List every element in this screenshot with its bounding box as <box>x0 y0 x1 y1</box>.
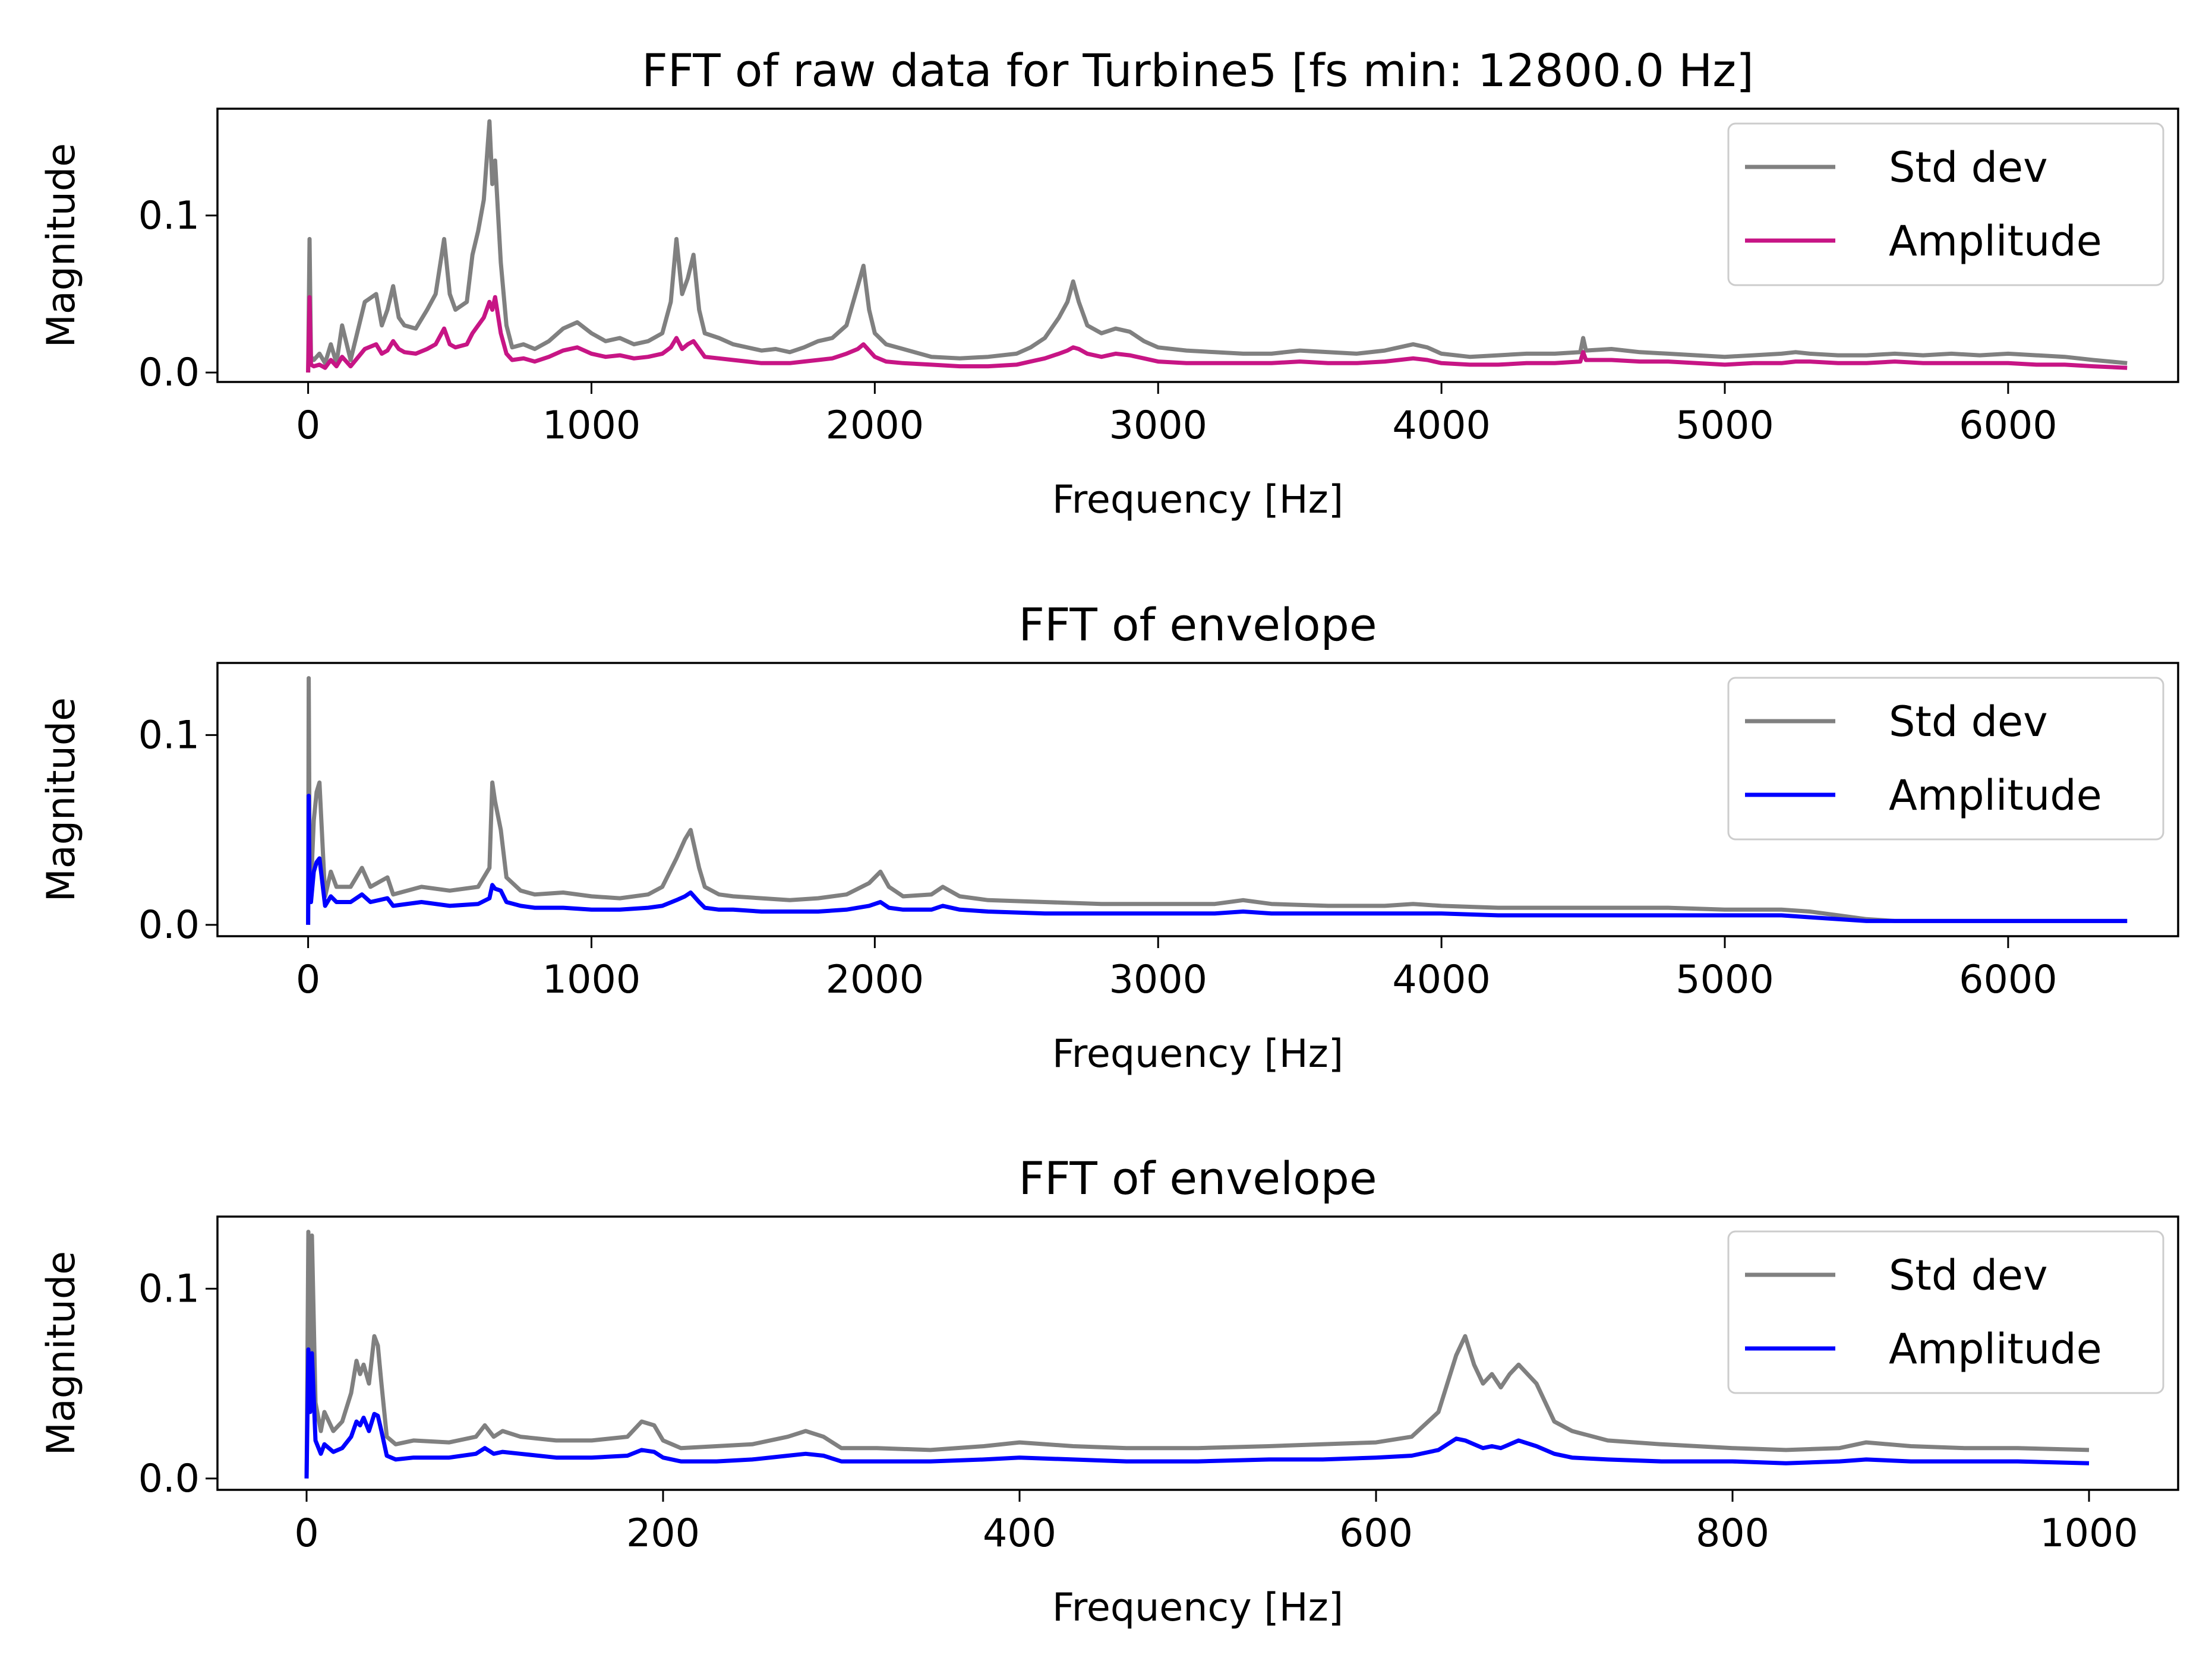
y-axis-label: Magnitude <box>39 697 84 902</box>
legend: Std dev Amplitude <box>1727 122 2164 286</box>
x-tick-label: 400 <box>983 1511 1056 1556</box>
series-line-std-dev <box>306 119 2128 373</box>
x-tick-label: 200 <box>626 1511 700 1556</box>
series-line-amplitude <box>306 295 2128 373</box>
series-line-std-dev <box>304 1230 2090 1479</box>
legend-label: Amplitude <box>1889 771 2102 820</box>
legend-box <box>1727 677 2164 841</box>
legend: Std dev Amplitude <box>1727 677 2164 841</box>
x-tick-label: 1000 <box>542 958 640 1002</box>
x-tick-label: 3000 <box>1109 403 1207 448</box>
x-tick-label: 800 <box>1696 1511 1769 1556</box>
panel-2: FFT of envelope 0 1000 2000 3000 4000 5000 6000… <box>39 598 2179 1076</box>
legend-label: Std dev <box>1889 1251 2048 1300</box>
chart-title: FFT of envelope <box>1018 598 1377 651</box>
y-axis-label: Magnitude <box>39 143 84 348</box>
y-tick-label: 0.0 <box>138 350 200 395</box>
x-axis-label: Frequency [Hz] <box>1052 1585 1343 1630</box>
x-tick-label: 0 <box>296 403 320 448</box>
y-tick-label: 0.1 <box>138 1266 200 1311</box>
x-tick-label: 6000 <box>1959 403 2057 448</box>
axes-frame <box>216 108 2179 383</box>
legend-box <box>1727 1230 2164 1394</box>
axes-frame <box>216 1215 2179 1491</box>
x-tick-label: 2000 <box>826 403 924 448</box>
x-tick-label: 0 <box>294 1511 318 1556</box>
panel-1: FFT of raw data for Turbine5 [fs min: 12… <box>39 44 2179 522</box>
y-tick-label: 0.1 <box>138 713 200 757</box>
legend-label: Amplitude <box>1889 217 2102 266</box>
x-tick-label: 5000 <box>1675 958 1774 1002</box>
axes-frame <box>216 662 2179 937</box>
series-group <box>304 1230 2090 1479</box>
x-tick-label: 1000 <box>542 403 640 448</box>
legend-label: Amplitude <box>1889 1325 2102 1373</box>
x-tick-label: 4000 <box>1392 958 1490 1002</box>
chart-title: FFT of raw data for Turbine5 [fs min: 12… <box>642 44 1754 97</box>
x-tick-label: 6000 <box>1959 958 2057 1002</box>
legend-box <box>1727 122 2164 286</box>
y-tick-label: 0.1 <box>138 194 200 238</box>
x-tick-label: 4000 <box>1392 403 1490 448</box>
x-tick-label: 3000 <box>1109 958 1207 1002</box>
y-tick-label: 0.0 <box>138 903 200 947</box>
legend-label: Std dev <box>1889 143 2048 192</box>
x-tick-label: 5000 <box>1675 403 1774 448</box>
x-tick-label: 600 <box>1339 1511 1413 1556</box>
legend-label: Std dev <box>1889 697 2048 746</box>
series-line-amplitude <box>304 1347 2090 1479</box>
x-axis-label: Frequency [Hz] <box>1052 478 1343 522</box>
x-tick-label: 2000 <box>826 958 924 1002</box>
y-tick-label: 0.0 <box>138 1457 200 1501</box>
x-tick-label: 1000 <box>2040 1511 2138 1556</box>
legend: Std dev Amplitude <box>1727 1230 2164 1394</box>
series-group <box>306 676 2128 925</box>
series-group <box>306 119 2128 373</box>
series-line-amplitude <box>306 794 2128 925</box>
x-axis-label: Frequency [Hz] <box>1052 1032 1343 1076</box>
panel-3: FFT of envelope 0 200 400 600 800 1000 0.0 0.1 Fr… <box>39 1152 2179 1630</box>
chart-title: FFT of envelope <box>1018 1152 1377 1205</box>
x-tick-label: 0 <box>296 958 320 1002</box>
y-axis-label: Magnitude <box>39 1251 84 1455</box>
series-line-std-dev <box>306 676 2128 925</box>
